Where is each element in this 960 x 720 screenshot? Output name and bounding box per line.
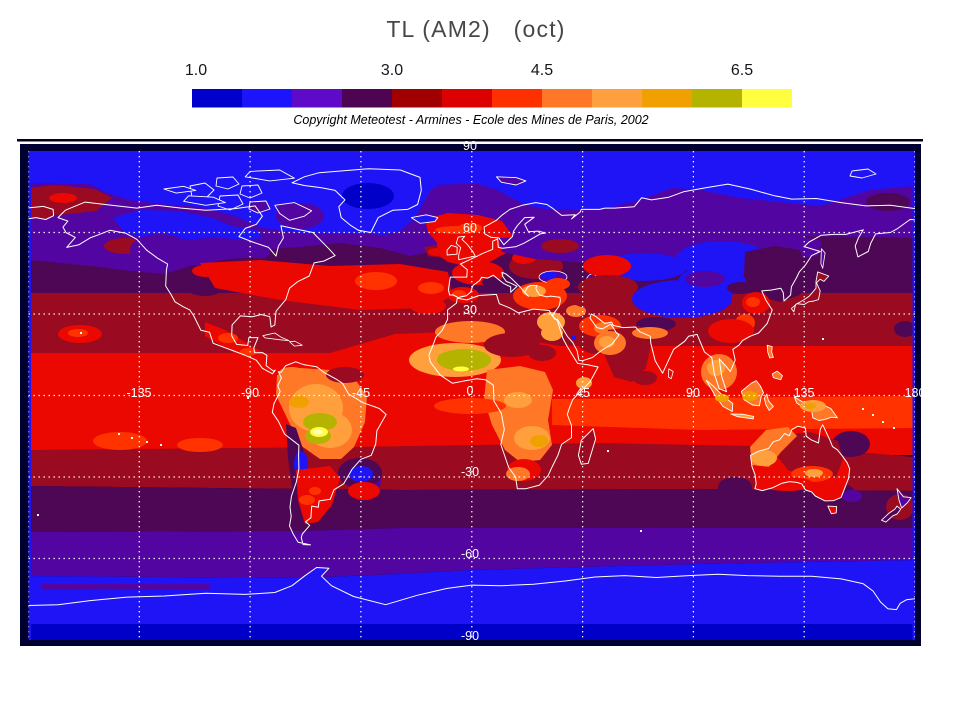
svg-text:Copyright Meteotest - Armines: Copyright Meteotest - Armines - Ecole de…	[293, 113, 648, 127]
svg-text:135: 135	[794, 386, 815, 400]
svg-text:-90: -90	[461, 629, 479, 643]
svg-text:45: 45	[576, 386, 590, 400]
svg-text:-30: -30	[461, 465, 479, 479]
svg-text:90: 90	[463, 139, 477, 153]
svg-text:-135: -135	[126, 386, 151, 400]
svg-text:TL (AM2) (oct): TL (AM2) (oct)	[386, 16, 565, 42]
svg-text:0: 0	[467, 384, 474, 398]
svg-text:30: 30	[463, 303, 477, 317]
svg-text:60: 60	[463, 221, 477, 235]
svg-text:3.0: 3.0	[381, 62, 403, 79]
svg-text:-60: -60	[461, 547, 479, 561]
svg-text:-45: -45	[352, 386, 370, 400]
svg-text:1.0: 1.0	[185, 62, 207, 79]
svg-text:-90: -90	[241, 386, 259, 400]
svg-text:180: 180	[905, 386, 926, 400]
svg-text:6.5: 6.5	[731, 62, 753, 79]
svg-text:4.5: 4.5	[531, 62, 553, 79]
svg-text:90: 90	[686, 386, 700, 400]
